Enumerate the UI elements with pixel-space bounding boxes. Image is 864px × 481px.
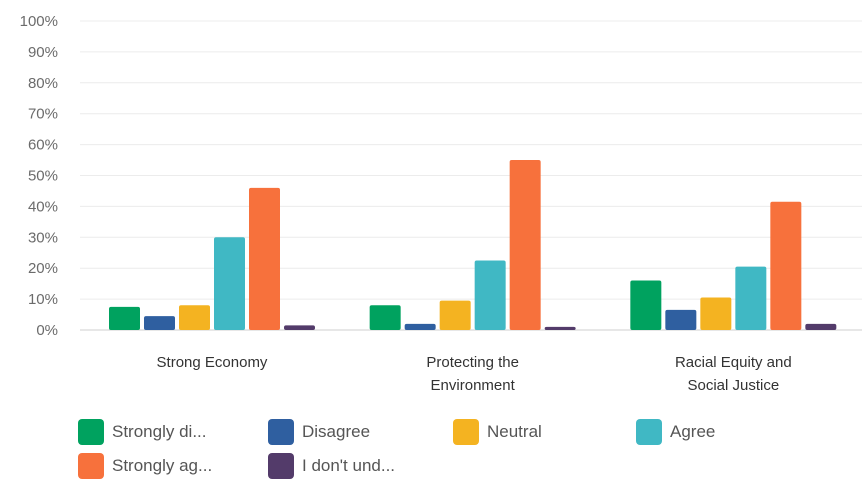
y-tick-label: 100%: [20, 13, 58, 30]
bar: [369, 305, 401, 330]
legend-label: Strongly ag...: [112, 456, 213, 475]
gridlines: [80, 20, 862, 331]
bars: [109, 160, 837, 330]
y-tick-label: 30%: [28, 229, 58, 246]
bar: [284, 325, 315, 330]
legend-item: Agree: [636, 419, 715, 445]
legend-swatch: [636, 419, 662, 445]
bar: [214, 237, 245, 330]
legend: Strongly di... Disagree Neutral Agree Strong…: [78, 419, 858, 481]
bar: [805, 323, 837, 330]
y-tick-label: 90%: [28, 44, 58, 61]
legend-swatch: [268, 453, 294, 479]
legend-swatch: [78, 419, 104, 445]
bar: [144, 316, 175, 330]
y-tick-label: 50%: [28, 168, 58, 185]
bar: [179, 305, 210, 330]
legend-label: Strongly di...: [112, 422, 207, 441]
bar: [404, 323, 436, 330]
bar: [770, 201, 802, 330]
legend-swatch: [453, 419, 479, 445]
legend-item: Strongly ag...: [78, 453, 212, 479]
bar: [249, 187, 280, 330]
x-axis-category-labels: Strong Economy Protecting the Environment R…: [157, 354, 792, 394]
bar: [439, 300, 471, 330]
x-category-label: Strong Economy: [157, 354, 268, 371]
legend-label: Agree: [670, 422, 716, 441]
y-tick-label: 60%: [28, 137, 58, 154]
legend-item: I don't und...: [268, 453, 395, 479]
legend-item: Disagree: [268, 419, 370, 445]
x-category-label: Environment: [431, 377, 516, 394]
bar: [630, 280, 662, 330]
legend-swatch: [268, 419, 294, 445]
legend-label: Neutral: [487, 422, 542, 441]
y-tick-label: 80%: [28, 75, 58, 92]
bar: [544, 326, 576, 330]
y-axis-ticks: 0% 10% 20% 30% 40% 50% 60% 70% 80% 90% 100%: [20, 13, 58, 339]
legend-label: Disagree: [302, 422, 371, 441]
bar: [700, 297, 732, 330]
bar-chart: 0% 10% 20% 30% 40% 50% 60% 70% 80% 90% 100% Strong…: [20, 13, 862, 394]
y-tick-label: 40%: [28, 198, 58, 215]
bar: [665, 309, 697, 330]
y-tick-label: 70%: [28, 106, 58, 123]
bar: [509, 160, 541, 330]
y-tick-label: 10%: [28, 291, 58, 308]
legend-item: Strongly di...: [78, 419, 207, 445]
legend-swatch: [78, 453, 104, 479]
x-category-label: Protecting the: [426, 354, 519, 371]
x-category-label: Social Justice: [687, 377, 779, 394]
y-tick-label: 20%: [28, 260, 58, 277]
legend-label: I don't und...: [302, 456, 396, 475]
y-tick-label: 0%: [36, 322, 58, 339]
bar: [109, 306, 140, 330]
x-category-label: Racial Equity and: [675, 354, 792, 371]
bar: [474, 260, 506, 330]
bar: [735, 266, 767, 330]
legend-item: Neutral: [453, 419, 542, 445]
